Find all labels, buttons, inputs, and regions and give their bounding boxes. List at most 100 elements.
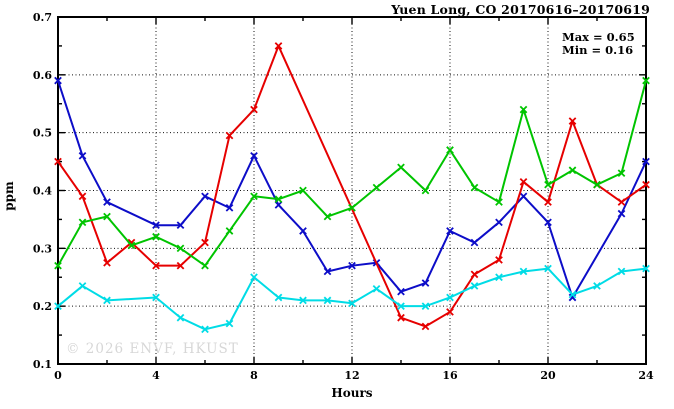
red-line-marker: [397, 313, 405, 322]
y-axis-label: ppm: [2, 181, 16, 211]
red-line-marker: [519, 177, 528, 186]
green-line-marker: [642, 76, 650, 85]
blue-line-marker: [495, 218, 503, 227]
cyan-line-marker: [348, 299, 356, 308]
blue-line-marker: [568, 293, 577, 302]
red-line-marker: [470, 270, 479, 279]
max-min-annotation: Max = 0.65 Min = 0.16: [562, 31, 635, 57]
green-line-marker: [617, 169, 626, 177]
red-line-marker: [642, 180, 650, 189]
watermark-text: © 2026 ENVF, HKUST: [66, 341, 239, 357]
cyan-line-marker: [54, 302, 62, 311]
cyan-line-marker: [152, 293, 160, 302]
x-tick-label: 16: [442, 369, 458, 382]
cyan-line: [57, 267, 647, 331]
blue-line-marker: [397, 287, 405, 296]
blue-line-marker: [544, 218, 552, 227]
blue-line-marker: [250, 151, 258, 160]
green-line-marker: [274, 195, 283, 204]
cyan-line-marker: [176, 313, 185, 322]
green-line-marker: [470, 183, 479, 192]
red-line-marker: [152, 261, 160, 270]
red-line-marker: [176, 261, 185, 270]
max-value-label: Max = 0.65: [562, 30, 635, 44]
chart-title: Yuen Long, CO 20170616–20170619: [391, 2, 650, 17]
green-line-marker: [54, 261, 62, 270]
x-tick-label: 4: [152, 369, 160, 382]
cyan-line-marker: [421, 302, 430, 311]
cyan-line-marker: [495, 273, 503, 282]
min-value-label: Min = 0.16: [562, 43, 634, 57]
cyan-line-marker: [446, 293, 454, 302]
red-line-marker: [617, 198, 626, 206]
y-tick-label: 0.4: [33, 185, 52, 198]
red-line-marker: [54, 157, 62, 166]
green-line-marker: [421, 186, 430, 195]
cyan-line-marker: [617, 267, 626, 276]
cyan-line-marker: [593, 282, 601, 290]
blue-line-marker: [176, 221, 185, 230]
green-line-marker: [225, 227, 234, 235]
red-line-marker: [544, 198, 552, 206]
cyan-line-marker: [299, 296, 307, 305]
red-line-marker: [103, 258, 111, 267]
cyan-line-marker: [78, 282, 87, 290]
green-line-marker: [103, 212, 111, 221]
blue-line-marker: [152, 221, 160, 230]
blue-line-marker: [225, 204, 234, 212]
blue-line-marker: [470, 238, 479, 247]
blue-line-marker: [78, 151, 87, 160]
green-line-marker: [372, 183, 381, 192]
green-line-marker: [397, 163, 405, 172]
cyan-line-marker: [323, 296, 332, 305]
green-line-marker: [446, 146, 454, 154]
cyan-line-marker: [519, 267, 528, 276]
cyan-line-marker: [250, 273, 258, 282]
green-line-marker: [250, 192, 258, 201]
blue-line-marker: [299, 227, 307, 235]
green-line-marker: [127, 241, 136, 250]
cyan-line-marker: [642, 264, 650, 273]
green-line-marker: [495, 198, 503, 206]
green-line-marker: [176, 244, 185, 253]
cyan-line-marker: [568, 290, 577, 299]
red-line-marker: [250, 105, 258, 114]
x-axis-label: Hours: [331, 386, 373, 400]
cyan-line-marker: [544, 264, 552, 273]
x-tick-label: 0: [54, 369, 62, 382]
blue-line-marker: [617, 209, 626, 218]
red-line-marker: [78, 192, 87, 201]
y-tick-label: 0.6: [33, 69, 52, 82]
cyan-line-marker: [274, 293, 283, 302]
blue-line-marker: [446, 227, 454, 235]
cyan-line-marker: [225, 319, 234, 328]
green-line-marker: [299, 186, 307, 195]
blue-line-marker: [323, 267, 332, 276]
red-line-marker: [274, 42, 283, 50]
x-tick-label: 20: [540, 369, 556, 382]
blue-line-marker: [421, 279, 430, 287]
green-line-marker: [593, 180, 601, 189]
y-tick-label: 0.5: [33, 127, 52, 140]
red-line-marker: [446, 308, 454, 316]
green-line-marker: [152, 232, 160, 241]
x-tick-label: 8: [250, 369, 258, 382]
green-line-marker: [323, 212, 332, 221]
cyan-line-marker: [397, 302, 405, 311]
y-tick-label: 0.2: [33, 300, 52, 313]
blue-line-marker: [348, 261, 356, 270]
x-tick-label: 12: [344, 369, 359, 382]
blue-line-marker: [519, 192, 528, 201]
red-line-marker: [568, 117, 577, 125]
blue-line-marker: [201, 192, 209, 201]
red-line-marker: [201, 238, 209, 247]
cyan-line-marker: [470, 282, 479, 290]
red-line-marker: [225, 131, 234, 140]
x-tick-label: 24: [638, 369, 654, 382]
y-tick-label: 0.7: [33, 11, 52, 24]
red-line-marker: [495, 256, 503, 264]
cyan-line-marker: [103, 296, 111, 305]
green-line-marker: [519, 105, 528, 114]
blue-line-marker: [274, 201, 283, 209]
